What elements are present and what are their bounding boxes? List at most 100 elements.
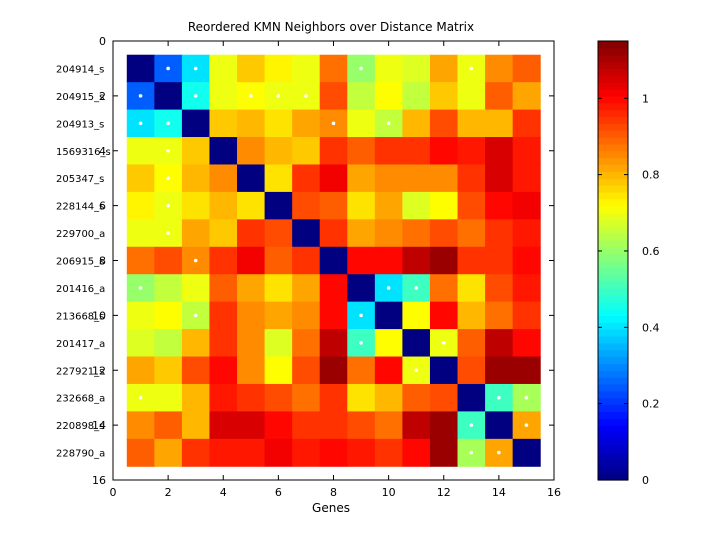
heatmap-cell [347,438,376,467]
heatmap-cell [374,137,403,165]
heatmap-cell [485,246,514,275]
heatmap-cell [429,411,459,440]
colorbar [597,40,629,481]
neighbor-marker [166,231,170,235]
heatmap-cell [181,438,210,467]
row-label: 220898_s [56,421,104,432]
row-label: 227921_s [56,366,104,377]
y-tick-label: 6 [99,200,106,213]
colorbar-segment [598,130,628,138]
colorbar-segment [598,397,628,406]
colorbar-segment [598,253,628,262]
heatmap-cell [319,164,348,193]
neighbor-marker [359,341,363,345]
colorbar-segment [598,281,628,289]
colorbar-segment [598,171,628,179]
colorbar-segment [598,267,628,275]
heatmap-cell [457,137,486,165]
colorbar-segment [598,198,628,207]
heatmap-cell [209,54,238,83]
heatmap-cell [264,301,293,330]
heatmap-cell [457,383,486,412]
heatmap-cell [429,164,459,193]
heatmap-cell [292,329,321,358]
heatmap-cell [457,164,486,193]
heatmap-cell [402,82,431,111]
colorbar-segment [598,329,628,337]
heatmap-cell [485,164,514,193]
colorbar-segment [598,315,628,323]
heatmap-cell [126,438,155,467]
heatmap-cell [154,246,183,275]
neighbor-marker [138,94,143,98]
heatmap-cell [512,356,541,385]
neighbor-marker [331,121,336,126]
heatmap-cell [485,82,514,111]
heatmap-cell [126,356,155,385]
y-axis-ticks: 0 2 4 6 8 10 12 14 16 [92,35,554,487]
neighbor-marker [276,94,281,98]
heatmap-cell [237,54,266,83]
heatmap-cell [209,82,238,111]
heatmap-cell [264,274,293,303]
heatmap-cell [347,191,376,220]
y-tick-label: 2 [99,90,106,103]
heatmap-cell [126,301,155,330]
row-label: 205347_s [56,174,104,185]
neighbor-marker [469,450,474,455]
heatmap-cell [237,164,266,193]
heatmap-cell [126,219,155,248]
heatmap-cell [429,109,459,138]
neighbor-markers [138,66,529,455]
colorbar-segment [598,47,628,56]
heatmap-cell [512,137,541,165]
row-label: 232668_a [56,394,105,405]
heatmap-cell [402,383,431,412]
heatmap-cell [512,164,541,193]
heatmap-cell [485,219,514,248]
colorbar-segment [598,246,628,255]
heatmap-cell [347,356,376,385]
heatmap-cell [319,82,348,111]
heatmap-cell [292,246,321,275]
colorbar-segment [598,116,628,124]
colorbar-segment [598,335,628,344]
colorbar-segment [598,95,628,104]
row-label: 206915_s [56,257,104,268]
heatmap-cell [209,411,238,440]
heatmap-cell [347,164,376,193]
heatmap-cell [457,191,486,220]
x-axis-ticks: 0 2 4 6 8 10 12 14 16 [110,41,561,499]
colorbar-segment [598,308,628,316]
heatmap-cell [429,54,459,83]
heatmap-cell [429,137,459,165]
heatmap-cell [292,301,321,330]
neighbor-marker [166,203,170,208]
heatmap-cell [181,219,210,248]
y-tick-label: 0 [99,35,106,48]
heatmap-cell [457,274,486,303]
heatmap-cell [319,411,348,440]
heatmap-cell [237,383,266,412]
row-label: 228790_a [56,449,105,460]
colorbar-segment [598,164,628,172]
heatmap-cell [181,274,210,303]
neighbor-marker [304,94,308,98]
heatmap-cell [319,219,348,248]
heatmap-cell [154,356,183,385]
heatmap-cell [457,329,486,358]
heatmap-cell [347,109,376,138]
colorbar-segment [598,137,628,145]
heatmap-cell [209,164,238,193]
heatmap-cell [402,219,431,248]
colorbar-segment [598,82,628,90]
heatmap-cell [429,274,459,303]
heatmap-cell [374,329,403,358]
x-tick-label: 16 [547,486,561,499]
heatmap-cell [237,274,266,303]
row-label: 204914_s [56,64,104,75]
y-tick-label: 16 [92,474,106,487]
colorbar-segment [598,356,628,364]
colorbar-segment [598,342,628,351]
heatmap-cell [237,438,266,467]
